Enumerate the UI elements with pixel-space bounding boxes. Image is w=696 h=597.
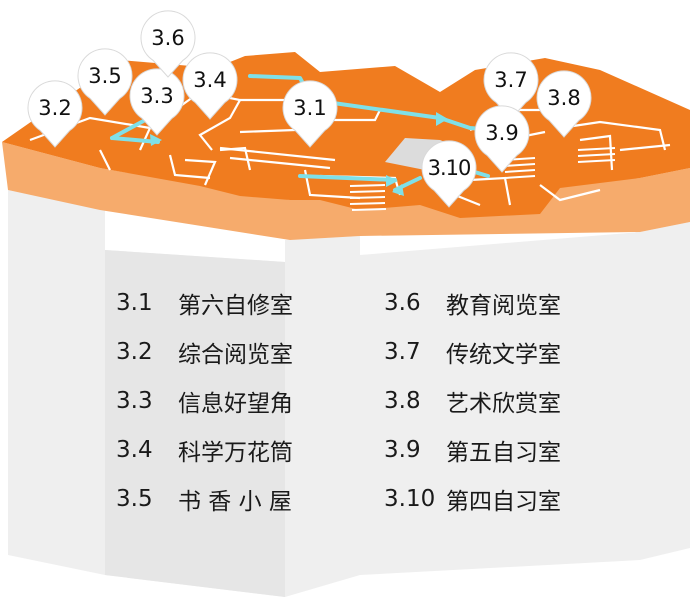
map-pin-icon xyxy=(483,52,539,120)
floor-edge xyxy=(2,142,690,240)
legend-name: 科学万花筒 xyxy=(178,439,293,466)
pin-3-6: 3.6 xyxy=(140,10,196,78)
building-body-shade xyxy=(105,250,285,597)
map-pin-icon xyxy=(27,80,83,148)
pin-label: 3.10 xyxy=(428,156,471,180)
map-pin-icon xyxy=(140,10,196,78)
legend-row: 3.8 艺术欣赏室 xyxy=(384,376,696,425)
pin-label: 3.9 xyxy=(485,121,518,145)
map-pin-icon xyxy=(282,80,338,148)
pin-3-10: 3.10 xyxy=(421,140,477,208)
legend-name: 第五自习室 xyxy=(446,439,561,466)
map-pin-icon xyxy=(77,48,133,116)
stairs xyxy=(349,147,616,211)
room-pins: 3.1 3.2 3.3 3.4 3.5 3.6 3.7 3.8 3.9 3.10 xyxy=(27,10,592,208)
pin-label: 3.3 xyxy=(140,84,173,108)
legend-code: 3.10 xyxy=(384,485,436,512)
pin-3-7: 3.7 xyxy=(483,52,539,120)
map-pin-icon xyxy=(536,70,592,138)
legend-name: 艺术欣赏室 xyxy=(446,390,561,417)
map-pin-icon xyxy=(182,52,238,120)
pin-3-2: 3.2 xyxy=(27,80,83,148)
legend-row: 3.6 教育阅览室 xyxy=(384,278,696,327)
legend-name: 传统文学室 xyxy=(446,341,561,368)
legend-code: 3.7 xyxy=(384,338,421,365)
legend-row: 3.9 第五自习室 xyxy=(384,425,696,474)
legend-name: 书 香 小 屋 xyxy=(178,488,292,515)
pin-label: 3.7 xyxy=(494,68,527,92)
legend-row: 3.2 综合阅览室 xyxy=(116,327,436,376)
legend-row: 3.3 信息好望角 xyxy=(116,376,436,425)
pin-label: 3.1 xyxy=(293,96,326,120)
legend-code: 3.5 xyxy=(116,485,153,512)
legend-code: 3.8 xyxy=(384,387,421,414)
legend-code: 3.9 xyxy=(384,436,421,463)
legend-row: 3.5 书 香 小 屋 xyxy=(116,474,436,523)
legend-code: 3.3 xyxy=(116,387,153,414)
pin-3-1: 3.1 xyxy=(282,80,338,148)
legend-name: 第六自修室 xyxy=(178,292,293,319)
legend-name: 教育阅览室 xyxy=(446,292,561,319)
pin-3-3: 3.3 xyxy=(129,68,185,136)
pin-label: 3.6 xyxy=(151,26,184,50)
pin-3-4: 3.4 xyxy=(182,52,238,120)
legend-right: 3.6 教育阅览室 3.7 传统文学室 3.8 艺术欣赏室 3.9 第五自习室 … xyxy=(384,278,696,523)
pin-label: 3.5 xyxy=(88,64,121,88)
pin-3-8: 3.8 xyxy=(536,70,592,138)
pin-label: 3.4 xyxy=(193,68,226,92)
legend-name: 信息好望角 xyxy=(178,390,293,417)
legend-row: 3.7 传统文学室 xyxy=(384,327,696,376)
legend-code: 3.4 xyxy=(116,436,153,463)
legend-code: 3.1 xyxy=(116,289,153,316)
pin-label: 3.2 xyxy=(38,96,71,120)
legend-row: 3.10 第四自习室 xyxy=(384,474,696,523)
legend-row: 3.4 科学万花筒 xyxy=(116,425,436,474)
pin-3-9: 3.9 xyxy=(474,105,530,173)
legend-name: 综合阅览室 xyxy=(178,341,293,368)
pin-3-5: 3.5 xyxy=(77,48,133,116)
legend-code: 3.6 xyxy=(384,289,421,316)
legend-name: 第四自习室 xyxy=(446,488,561,515)
pin-label: 3.8 xyxy=(547,86,580,110)
map-pin-icon xyxy=(421,140,477,208)
legend-left: 3.1 第六自修室 3.2 综合阅览室 3.3 信息好望角 3.4 科学万花筒 … xyxy=(116,278,436,523)
map-pin-icon xyxy=(474,105,530,173)
legend-row: 3.1 第六自修室 xyxy=(116,278,436,327)
legend-code: 3.2 xyxy=(116,338,153,365)
